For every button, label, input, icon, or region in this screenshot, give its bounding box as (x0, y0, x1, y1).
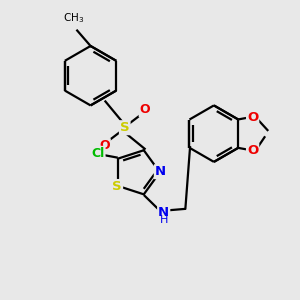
Text: S: S (120, 121, 130, 134)
Text: O: O (247, 111, 258, 124)
Text: Cl: Cl (91, 147, 105, 160)
Text: H: H (160, 215, 168, 225)
Text: N: N (155, 165, 166, 178)
Text: O: O (140, 103, 150, 116)
Text: CH$_3$: CH$_3$ (63, 11, 84, 25)
Text: O: O (247, 144, 258, 157)
Text: O: O (99, 139, 110, 152)
Text: S: S (112, 180, 122, 193)
Text: N: N (158, 206, 169, 219)
